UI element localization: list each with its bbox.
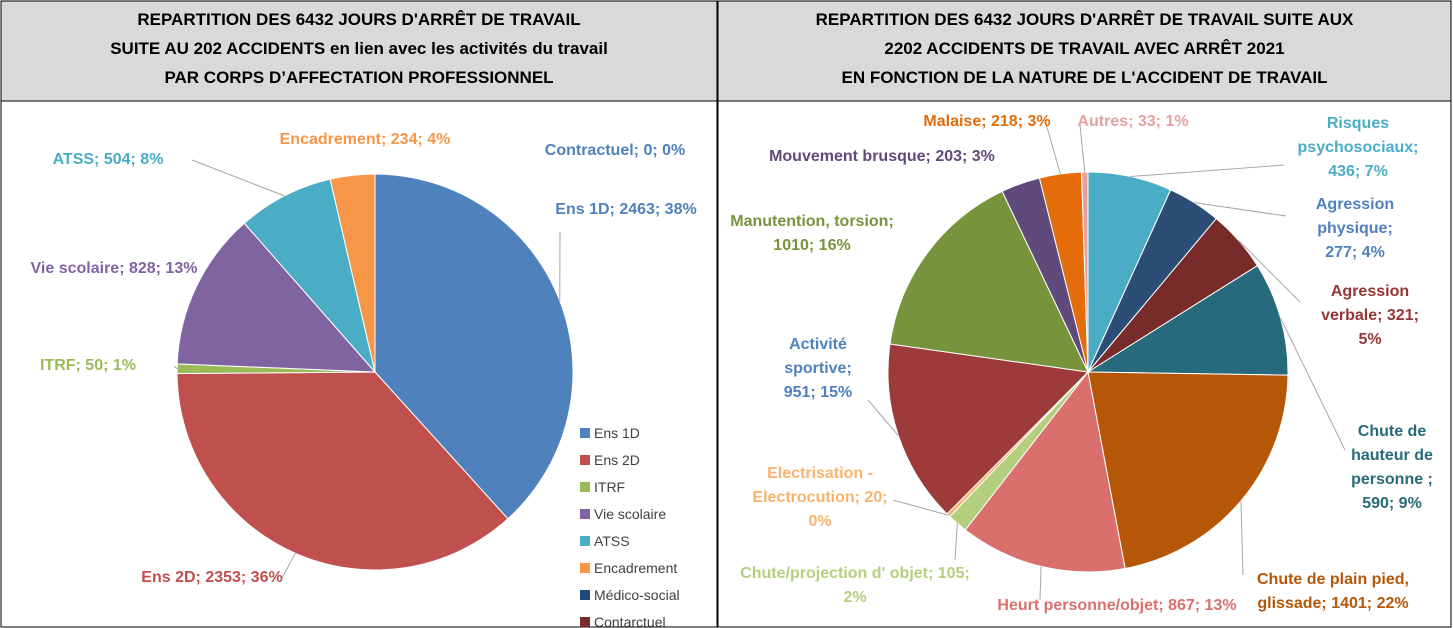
legend-label: ITRF bbox=[594, 479, 626, 495]
data-label: Electrisation - Electrocution; 20; 0% bbox=[752, 465, 888, 530]
header-cell bbox=[717, 0, 1452, 102]
legend-label: Vie scolaire bbox=[594, 506, 667, 522]
data-label: ATSS; 504; 8% bbox=[52, 151, 164, 168]
chart-title: PAR CORPS D’AFFECTATION PROFESSIONNEL bbox=[164, 68, 554, 87]
data-label: Ens 1D; 2463; 38% bbox=[555, 201, 697, 218]
pie-slice bbox=[374, 173, 574, 520]
pie-slice bbox=[176, 222, 377, 373]
header-cell bbox=[0, 0, 718, 102]
data-label: Contractuel; 0; 0% bbox=[544, 142, 686, 159]
data-label: Chute/projection d' objet; 105; 2% bbox=[740, 565, 970, 606]
data-label: Risques psychosociaux; 436; 7% bbox=[1297, 115, 1419, 180]
pie-slice bbox=[176, 371, 509, 571]
legend-swatch bbox=[580, 536, 590, 546]
chart-title: 2202 ACCIDENTS DE TRAVAIL AVEC ARRÊT 202… bbox=[884, 39, 1285, 58]
data-label: Vie scolaire; 828; 13% bbox=[30, 260, 198, 277]
legend-swatch bbox=[580, 590, 590, 600]
data-label: Chute de plain pied, glissade; 1401; 22% bbox=[1256, 571, 1409, 612]
pie-slice bbox=[1086, 264, 1289, 376]
legend-label: Médico-social bbox=[594, 587, 680, 603]
leader-line bbox=[1039, 566, 1042, 601]
chart-title: SUITE AU 202 ACCIDENTS en lien avec les … bbox=[110, 39, 608, 58]
data-label: Mouvement brusque; 203; 3% bbox=[769, 148, 995, 165]
leader-line bbox=[954, 523, 958, 561]
leader-line bbox=[1079, 124, 1086, 173]
data-label: Agression verbale; 321; 5% bbox=[1321, 283, 1419, 348]
legend-entry: Encadrement bbox=[580, 560, 677, 576]
leader-line bbox=[892, 499, 949, 516]
data-label: Chute de hauteur de personne ; 590; 9% bbox=[1351, 423, 1433, 512]
legend-entry: ITRF bbox=[580, 479, 625, 495]
chart-title: REPARTITION DES 6432 JOURS D'ARRÊT DE TR… bbox=[815, 10, 1354, 29]
pie-slice bbox=[964, 370, 1126, 573]
legend-entry: Ens 2D bbox=[580, 452, 640, 468]
legend-swatch bbox=[580, 482, 590, 492]
legend-label: Contarctuel bbox=[594, 614, 666, 628]
leader-line bbox=[1240, 500, 1244, 576]
legend-entry: Ens 1D bbox=[580, 425, 640, 441]
leader-line bbox=[1194, 202, 1287, 217]
leader-line bbox=[1044, 119, 1061, 175]
data-label: Agression physique; 277; 4% bbox=[1315, 196, 1395, 261]
legend-entry: ATSS bbox=[580, 533, 630, 549]
leader-line bbox=[1130, 164, 1285, 178]
data-label: Activité sportive; 951; 15% bbox=[783, 336, 853, 401]
data-label: Ens 2D; 2353; 36% bbox=[141, 569, 283, 586]
legend-swatch bbox=[580, 455, 590, 465]
leader-line bbox=[191, 159, 285, 197]
legend-swatch bbox=[580, 509, 590, 519]
data-label: Malaise; 218; 3% bbox=[923, 113, 1051, 130]
chart-cell bbox=[717, 100, 1452, 628]
chart-title: EN FONCTION DE LA NATURE DE L'ACCIDENT D… bbox=[841, 68, 1328, 87]
leader-line bbox=[173, 365, 178, 370]
legend-label: Ens 2D bbox=[594, 452, 640, 468]
pie-slice bbox=[889, 190, 1089, 373]
legend-label: ATSS bbox=[594, 533, 630, 549]
legend-swatch bbox=[580, 428, 590, 438]
legend-entry: Contarctuel bbox=[580, 614, 666, 628]
pie-slice bbox=[887, 343, 1090, 515]
data-label: Encadrement; 234; 4% bbox=[279, 131, 451, 148]
legend-label: Encadrement bbox=[594, 560, 678, 576]
pie-slice bbox=[243, 178, 376, 373]
leader-line bbox=[281, 553, 296, 579]
data-label: Manutention, torsion; 1010; 16% bbox=[730, 213, 894, 254]
data-label: ITRF; 50; 1% bbox=[39, 357, 136, 374]
leader-line bbox=[1280, 317, 1346, 451]
legend-swatch bbox=[580, 563, 590, 573]
legend-label: Ens 1D bbox=[594, 425, 640, 441]
leader-line bbox=[867, 399, 899, 436]
data-label: Autres; 33; 1% bbox=[1077, 113, 1189, 130]
chart-cell bbox=[0, 100, 718, 628]
chart-title: REPARTITION DES 6432 JOURS D'ARRÊT DE TR… bbox=[137, 10, 581, 29]
data-label: Heurt personne/objet; 867; 13% bbox=[997, 597, 1237, 614]
leader-line bbox=[1238, 240, 1301, 303]
legend-entry: Vie scolaire bbox=[580, 506, 666, 522]
legend-entry: Médico-social bbox=[580, 587, 680, 603]
legend-swatch bbox=[580, 617, 590, 627]
